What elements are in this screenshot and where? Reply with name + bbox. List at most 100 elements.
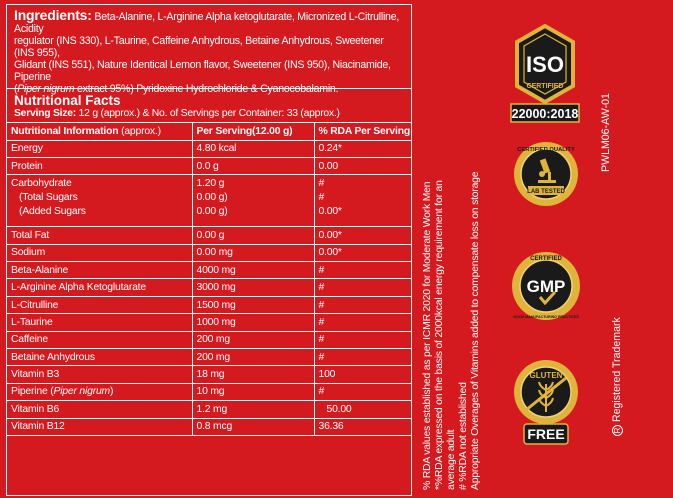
table-row: Betaine Anhydrous 200 mg # (7, 348, 411, 367)
serving-text: 12 g (approx.) & No. of Servings per Con… (76, 108, 340, 119)
row-name: Total Fat (7, 226, 193, 245)
ingredients-line-1: Beta-Alanine, L-Arginine Alpha ketogluta… (14, 11, 400, 35)
table-row: Vitamin B12 0.8 mcg 36.36 (7, 417, 411, 436)
gluten-bottom-text: FREE (527, 426, 564, 442)
ingredients-piper-italic: Piper nigrum (17, 83, 75, 95)
iso-certified-text: CERTIFIED (527, 83, 564, 90)
table-header-row: Nutritional Information (approx.) Per Se… (7, 123, 411, 141)
row-rda: # (313, 348, 411, 367)
row-value: 3000 mg (191, 278, 315, 297)
row-rda: 50.00 (313, 400, 411, 419)
footnote-line: *%RDA expressed on the basis of 2000kcal… (434, 180, 445, 490)
row-rda: # (313, 313, 411, 332)
table-row: Vitamin B6 1.2 mg 50.00 (7, 400, 411, 419)
table-row: Caffeine 200 mg # (7, 330, 411, 350)
lab-top-text: CERTIFIED QUALITY (517, 147, 575, 153)
row-name: Protein (7, 156, 193, 176)
table-row: Energy 4.80 kcal 0.24* (7, 139, 411, 158)
row-rda: 0.24* (313, 139, 411, 158)
ingredients-line-3: Glidant (INS 551), Nature Identical Lemo… (14, 59, 391, 83)
serving-size: Serving Size: 12 g (approx.) & No. of Se… (7, 107, 411, 123)
row-name: Carbohydrate (Total Sugars (Added Sugars (7, 174, 193, 228)
row-name: Piperine (Piper nigrum) (7, 382, 193, 402)
table-row: L-Taurine 1000 mg # (7, 313, 411, 332)
header-per-serving: Per Serving(12.00 g) (191, 123, 315, 141)
check-icon (538, 290, 557, 306)
row-value: 200 mg (191, 348, 315, 367)
table-row: Sodium 0.00 mg 0.00* (7, 243, 411, 263)
row-value: 0.00 g (191, 226, 315, 245)
product-code: PWLM06-AW-01 (600, 93, 612, 172)
footnote-line: average adult (446, 429, 457, 490)
row-value: 200 mg (191, 330, 315, 350)
microscope-icon (538, 158, 556, 183)
strike-icon (525, 376, 567, 412)
footnote-line: Appropriate Overages of Vitamins added t… (470, 171, 481, 490)
row-name: L-Taurine (7, 313, 193, 332)
nutrition-title: Nutritional Facts (14, 93, 121, 108)
ingredients-block: Ingredients: Beta-Alanine, L-Arginine Al… (7, 5, 411, 95)
row-name: L-Citrulline (7, 295, 193, 315)
registered-trademark: RRegistered Trademark (611, 296, 623, 436)
gluten-free-badge: GLUTEN FREE (514, 360, 578, 445)
row-name: Energy (7, 139, 193, 158)
gmp-top-text: CERTIFIED (530, 256, 562, 262)
wheat-icon (538, 381, 554, 412)
table-row: Piperine (Piper nigrum) 10 mg # (7, 382, 411, 402)
row-value: 1.20 g 0.00 g) 0.00 g) (191, 174, 315, 228)
row-value: 0.00 mg (191, 243, 315, 263)
table-row-carbohydrate: Carbohydrate (Total Sugars (Added Sugars… (7, 174, 411, 228)
table-row: Vitamin B3 18 mg 100 (7, 365, 411, 384)
row-rda: 0.00* (313, 226, 411, 245)
row-rda: 0.00 (313, 156, 411, 176)
row-value: 10 mg (191, 382, 315, 402)
row-rda: 0.00* (313, 243, 411, 263)
row-rda: # # 0.00* (313, 174, 411, 228)
row-name: Caffeine (7, 330, 193, 350)
row-name: Betaine Anhydrous (7, 348, 193, 367)
nutrition-table: Nutritional Information (approx.) Per Se… (7, 123, 411, 436)
gluten-top-text: GLUTEN (530, 371, 563, 380)
row-value: 0.0 g (191, 156, 315, 176)
row-value: 18 mg (191, 365, 315, 384)
row-value: 1500 mg (191, 295, 315, 315)
lab-bottom-text: LAB TESTED (527, 189, 565, 195)
registered-icon: R (612, 425, 623, 436)
rda-footnote: % RDA values established as per ICMR 202… (422, 130, 481, 490)
row-rda: 36.36 (313, 417, 411, 436)
table-row: Total Fat 0.00 g 0.00* (7, 226, 411, 245)
row-value: 4000 mg (191, 261, 315, 280)
row-rda: # (313, 330, 411, 350)
ingredients-title: Ingredients: (14, 7, 92, 23)
row-value: 1.2 mg (191, 400, 315, 419)
footnote-line: # %RDA not established (458, 382, 469, 490)
row-name: L-Arginine Alpha Ketoglutarate (7, 278, 193, 297)
serving-label: Serving Size: (14, 108, 77, 119)
iso-main-text: ISO (526, 52, 564, 77)
row-rda: # (313, 382, 411, 402)
row-name: Sodium (7, 243, 193, 263)
row-name: Vitamin B6 (7, 400, 193, 419)
header-info: Nutritional Information (approx.) (7, 123, 193, 141)
footnote-line: % RDA values established as per ICMR 202… (422, 181, 433, 490)
row-name: Beta-Alanine (7, 261, 193, 280)
row-rda: # (313, 261, 411, 280)
table-row: L-Arginine Alpha Ketoglutarate 3000 mg # (7, 278, 411, 297)
row-name: Vitamin B12 (7, 417, 193, 436)
row-name: Vitamin B3 (7, 365, 193, 384)
row-rda: # (313, 278, 411, 297)
iso-number-text: 22000:2018 (512, 107, 579, 121)
table-row: Protein 0.0 g 0.00 (7, 156, 411, 176)
gmp-bottom-text: GOOD MANUFACTURING PRACTICES (513, 315, 579, 319)
lab-tested-badge: CERTIFIED QUALITY LAB TESTED (514, 142, 578, 206)
row-value: 0.8 mcg (191, 417, 315, 436)
label-panel: Ingredients: Beta-Alanine, L-Arginine Al… (6, 4, 412, 496)
row-rda: 100 (313, 365, 411, 384)
row-value: 4.80 kcal (191, 139, 315, 158)
ingredients-line-4: extract 95%) Pyridoxine Hydrochloride & … (74, 83, 339, 95)
iso-certified-badge: ISO 22000:2018 CERTIFIED (510, 24, 580, 123)
row-rda: # (313, 295, 411, 315)
table-row: L-Citrulline 1500 mg # (7, 295, 411, 315)
row-value: 1000 mg (191, 313, 315, 332)
gmp-main-text: GMP (527, 277, 566, 296)
